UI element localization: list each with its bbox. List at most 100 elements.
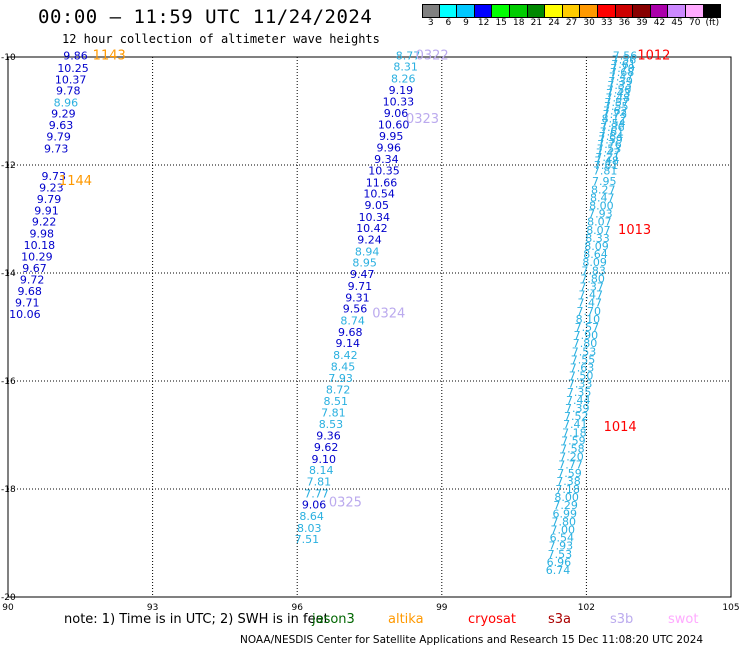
- track-id-label: 1014: [604, 420, 637, 435]
- swh-label-cryosat: 7.80: [580, 272, 605, 285]
- color-swatch: [562, 4, 581, 18]
- swh-label-cryosat: 7.93: [588, 208, 613, 221]
- satellite-legend-s3b: s3b: [610, 612, 634, 627]
- swh-label-altika: 9.79: [46, 130, 71, 143]
- y-tick-label: -20: [1, 593, 16, 603]
- swh-label-cryosat: 7.90: [574, 329, 599, 342]
- swh-label-cryosat: 7.50: [569, 370, 594, 383]
- swh-label-s3b: 11.66: [366, 176, 398, 189]
- x-tick-label: 105: [722, 603, 739, 610]
- color-swatch: [422, 4, 440, 18]
- swh-label-cryosat: 8.00: [589, 200, 614, 213]
- color-scale-label: 21: [530, 18, 543, 28]
- y-tick-label: -10: [1, 53, 16, 63]
- y-tick-label: -12: [1, 161, 16, 171]
- swh-label-altika: 8.96: [54, 96, 79, 109]
- swh-label-cryosat: 7.44: [566, 394, 591, 407]
- swh-label-cryosat: 8.00: [554, 491, 579, 504]
- swh-label-s3b: 9.19: [389, 84, 414, 97]
- swh-label-cryosat: 7.39: [565, 402, 590, 415]
- track-id-label: 0323: [406, 112, 439, 127]
- swh-label-s3b: 9.47: [350, 268, 375, 281]
- swh-label-s3b: 8.51: [324, 395, 349, 408]
- swh-label-cryosat: 7.18: [555, 483, 580, 496]
- color-swatch: [474, 4, 493, 18]
- swh-label-cryosat: 7.52: [564, 410, 589, 423]
- swh-label-altika: 10.06: [9, 308, 41, 321]
- swh-label-cryosat: 7.48: [594, 155, 619, 168]
- swh-label-cryosat: 7.81: [593, 164, 618, 177]
- swh-label-cryosat: 7.48: [605, 92, 630, 105]
- swh-label-s3b: 7.93: [328, 372, 353, 385]
- track-id-label: 0324: [372, 307, 405, 322]
- swh-label-cryosat: 7.61: [600, 126, 625, 139]
- color-swatch: [580, 4, 598, 18]
- swh-label-cryosat: 8.07: [586, 224, 611, 237]
- color-swatch: [668, 4, 686, 18]
- swh-label-s3b: 9.24: [357, 234, 382, 247]
- color-scale-label: 9: [463, 18, 469, 28]
- swh-label-s3b: 7.81: [307, 475, 332, 488]
- color-scale-label: 39: [636, 18, 648, 28]
- satellite-legend-cryosat: cryosat: [468, 612, 516, 627]
- track-id-label: 1013: [618, 223, 651, 238]
- color-scale-label: 33: [601, 18, 613, 28]
- swh-label-s3b: 7.81: [321, 406, 346, 419]
- track-id-label: 0325: [329, 496, 362, 511]
- color-scale-label: 3: [427, 18, 434, 28]
- satellite-legend-s3a: s3a: [548, 612, 572, 627]
- swh-label-s3b: 8.72: [326, 384, 351, 397]
- swh-label-s3b: 10.34: [359, 211, 391, 224]
- swh-label-s3b: 9.95: [379, 130, 404, 143]
- swh-label-altika: 9.23: [39, 182, 64, 195]
- swh-label-s3b: 9.06: [302, 499, 327, 512]
- swh-label-cryosat: 7.70: [610, 62, 635, 75]
- x-tick-label: 93: [147, 603, 158, 610]
- swh-label-cryosat: 8.47: [590, 191, 615, 204]
- swh-label-cryosat: 7.70: [577, 305, 602, 318]
- color-swatch: [492, 4, 510, 18]
- swh-label-cryosat: 7.47: [596, 147, 621, 160]
- swh-label-cryosat: 7.47: [609, 70, 634, 83]
- color-scale-label: 15: [495, 18, 507, 28]
- swh-label-cryosat: 8.09: [584, 240, 609, 253]
- color-swatch: [527, 4, 546, 18]
- swh-label-cryosat: 8.10: [576, 313, 601, 326]
- swh-label-s3b: 9.14: [336, 337, 361, 350]
- footer-credit: NOAA/NESDIS Center for Satellite Applica…: [240, 634, 704, 646]
- swh-label-altika: 9.29: [51, 108, 76, 121]
- x-tick-label: 90: [2, 603, 14, 610]
- satellite-legend-jason3: jason3: [312, 612, 355, 627]
- swh-label-s3b: 10.35: [368, 164, 400, 177]
- swh-label-cryosat: 7.62: [603, 104, 628, 117]
- swh-label-cryosat: 8.33: [585, 232, 610, 245]
- swh-label-s3b: 8.95: [352, 257, 377, 270]
- color-scale-legend: 3 6 9 12 15 18 21 24 27 30 33 36 39 42 45 70 (ft): [422, 4, 722, 28]
- color-swatch: [685, 4, 704, 18]
- swh-label-cryosat: 7.95: [592, 175, 617, 188]
- swh-label-altika: 10.25: [57, 62, 89, 75]
- color-swatch: [633, 4, 651, 18]
- swh-label-s3b: 9.10: [311, 453, 336, 466]
- color-scale-label: (ft): [705, 18, 720, 28]
- swh-label-cryosat: 7.53: [597, 142, 622, 155]
- y-tick-label: -18: [1, 485, 16, 495]
- swh-label-cryosat: 7.76: [597, 138, 622, 151]
- swh-label-s3b: 9.68: [338, 326, 363, 339]
- swh-label-cryosat: 7.59: [561, 434, 586, 447]
- swh-label-cryosat: 8.27: [591, 183, 616, 196]
- swh-label-altika: 9.67: [22, 262, 47, 275]
- color-scale-label: 27: [565, 18, 578, 28]
- swh-label-altika: 9.98: [29, 228, 54, 241]
- satellite-legend-swot: swot: [668, 612, 699, 627]
- swh-label-cryosat: 7.57: [575, 321, 600, 334]
- swh-label-cryosat: 7.21: [595, 151, 620, 164]
- track-id-label: 1012: [637, 48, 670, 63]
- swh-label-cryosat: 8.64: [583, 248, 608, 261]
- swh-label-cryosat: 7.80: [551, 515, 576, 528]
- swh-label-cryosat: 7.58: [560, 443, 585, 456]
- swh-label-altika: 9.86: [63, 49, 88, 62]
- swh-label-cryosat: 6.99: [552, 507, 577, 520]
- swh-label-cryosat: 7.61: [611, 58, 636, 71]
- track-id-label: 1143: [93, 48, 126, 63]
